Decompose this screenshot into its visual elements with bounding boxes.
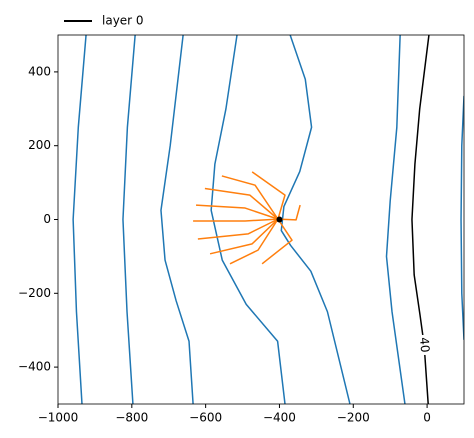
pathline [204,187,279,220]
contour-line [460,95,464,340]
pathline [209,218,279,255]
pathline [261,218,293,265]
x-tick-label: −1000 [38,411,79,425]
contour-label: 40 [417,337,432,353]
y-tick-label: −200 [18,286,51,300]
label-bg [418,334,431,355]
y-tick-label: 400 [28,64,51,78]
x-tick-label: −800 [115,411,148,425]
contour-line [122,35,136,404]
legend-label: layer 0 [102,14,144,28]
y-tick-label: 200 [28,138,51,152]
y-tick-label: −400 [18,360,51,374]
pathline [193,218,279,222]
contour-line [210,35,286,404]
pathline [251,171,286,220]
contour-line [385,35,406,404]
x-tick-label: −400 [263,411,296,425]
pathline [277,204,301,221]
pathline [197,218,279,240]
y-tick-label: 0 [43,212,51,226]
pathline [195,204,279,220]
x-tick-label: 0 [423,411,431,425]
x-tick-label: −600 [189,411,222,425]
x-tick-label: −200 [337,411,370,425]
contour-line [160,35,194,404]
well [276,216,283,223]
pathline [221,175,279,220]
plot: 40 [72,35,464,404]
contour-line [72,35,87,404]
pathline [229,218,279,265]
